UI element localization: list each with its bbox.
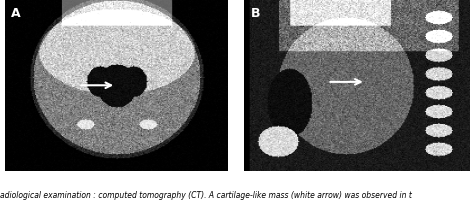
Text: B: B [251, 7, 260, 20]
Text: adiological examination : computed tomography (CT). A cartilage-like mass (white: adiological examination : computed tomog… [0, 191, 412, 200]
Text: A: A [11, 7, 21, 20]
